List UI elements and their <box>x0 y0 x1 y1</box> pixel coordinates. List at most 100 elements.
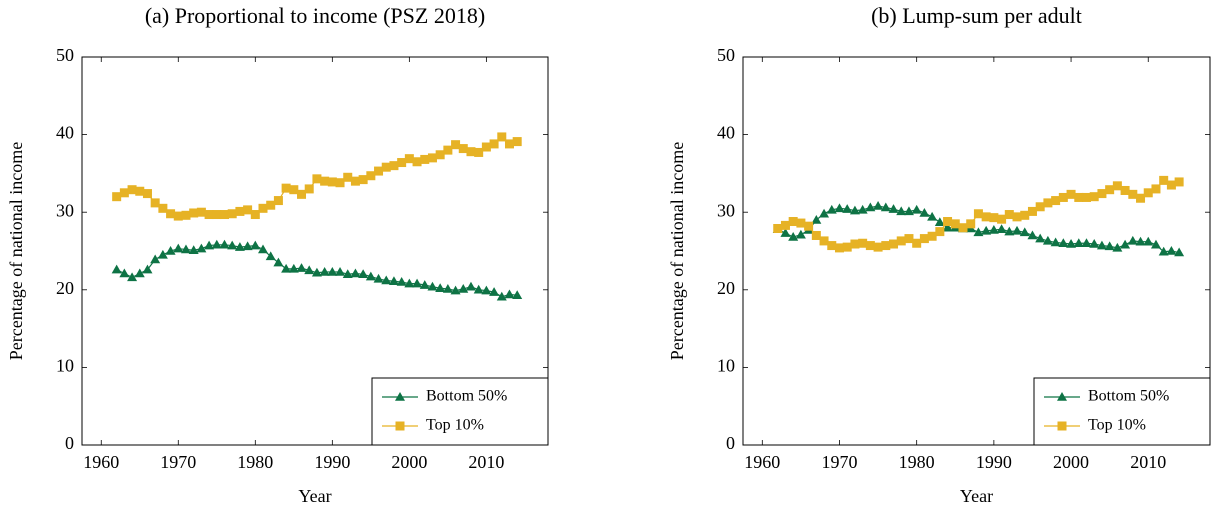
marker <box>1128 189 1138 199</box>
x-tick-label: 1980 <box>237 452 273 472</box>
marker <box>1057 392 1067 401</box>
marker <box>204 240 215 250</box>
marker <box>919 234 929 244</box>
x-axis-label: Year <box>298 486 331 506</box>
marker <box>219 239 230 249</box>
marker <box>427 281 438 291</box>
marker <box>396 277 407 286</box>
marker <box>911 204 922 214</box>
marker <box>473 284 484 294</box>
marker <box>1081 192 1091 202</box>
marker <box>1089 239 1100 248</box>
marker <box>1042 235 1053 245</box>
marker <box>873 242 883 252</box>
marker <box>404 154 414 164</box>
marker <box>327 177 337 187</box>
marker <box>1058 192 1068 202</box>
marker <box>981 225 992 235</box>
marker <box>796 218 806 228</box>
marker <box>496 291 507 301</box>
marker <box>350 268 361 278</box>
marker <box>335 178 345 188</box>
marker <box>834 243 844 253</box>
marker <box>289 185 299 195</box>
marker <box>981 212 991 222</box>
marker <box>1073 238 1084 247</box>
y-tick-label: 50 <box>56 45 74 65</box>
y-tick-label: 40 <box>717 123 735 143</box>
marker <box>165 246 176 255</box>
marker <box>420 154 430 164</box>
marker <box>834 203 845 213</box>
marker <box>458 284 469 293</box>
plot-frame <box>742 56 1211 446</box>
y-tick-label: 30 <box>717 200 735 220</box>
marker <box>880 202 891 212</box>
marker <box>1058 238 1069 247</box>
marker <box>389 161 399 171</box>
marker <box>395 392 405 401</box>
marker <box>358 269 369 279</box>
marker <box>512 290 523 299</box>
marker <box>942 222 953 232</box>
marker <box>1074 192 1084 202</box>
marker <box>888 204 899 213</box>
legend-label: Top 10% <box>1088 417 1146 434</box>
marker <box>849 205 860 215</box>
x-tick-label: 1960 <box>83 452 119 472</box>
marker <box>1089 192 1099 202</box>
marker <box>281 263 292 273</box>
marker <box>896 206 907 216</box>
marker <box>250 210 260 220</box>
marker <box>935 227 945 237</box>
marker <box>458 144 468 154</box>
marker <box>873 200 884 210</box>
marker <box>419 280 430 289</box>
marker <box>135 186 145 196</box>
legend-label: Bottom 50% <box>1088 388 1169 405</box>
marker <box>504 289 515 299</box>
marker <box>850 239 860 249</box>
marker <box>1166 180 1176 190</box>
marker <box>842 242 852 252</box>
marker <box>373 273 384 283</box>
marker <box>404 278 415 288</box>
marker <box>1143 236 1154 246</box>
marker <box>211 239 222 249</box>
x-axis-label: Year <box>960 486 993 506</box>
marker <box>157 249 168 259</box>
marker <box>1012 212 1022 222</box>
marker <box>1120 239 1131 249</box>
marker <box>1027 206 1037 216</box>
marker <box>1004 226 1015 236</box>
chart: (a) Proportional to income (PSZ 2018) Yea… <box>6 3 549 506</box>
marker <box>943 217 953 227</box>
marker <box>919 207 930 217</box>
marker <box>265 251 276 261</box>
marker <box>989 213 999 223</box>
marker <box>258 203 268 213</box>
chart-title: (a) Proportional to income (PSZ 2018) <box>145 3 485 28</box>
marker <box>150 254 161 264</box>
marker <box>304 184 314 194</box>
marker <box>158 203 168 213</box>
marker <box>366 171 376 181</box>
marker <box>889 239 899 249</box>
marker <box>466 147 476 157</box>
marker <box>173 243 184 253</box>
marker <box>227 240 238 250</box>
marker <box>474 147 484 157</box>
marker <box>904 234 914 244</box>
y-tick-label: 10 <box>717 356 735 376</box>
marker <box>142 264 153 274</box>
marker <box>281 183 291 193</box>
marker <box>273 257 284 267</box>
marker <box>297 189 307 199</box>
marker <box>489 287 500 296</box>
marker <box>1166 246 1177 255</box>
marker <box>227 209 237 219</box>
marker <box>1120 185 1130 195</box>
marker <box>465 281 476 291</box>
marker <box>212 210 222 220</box>
